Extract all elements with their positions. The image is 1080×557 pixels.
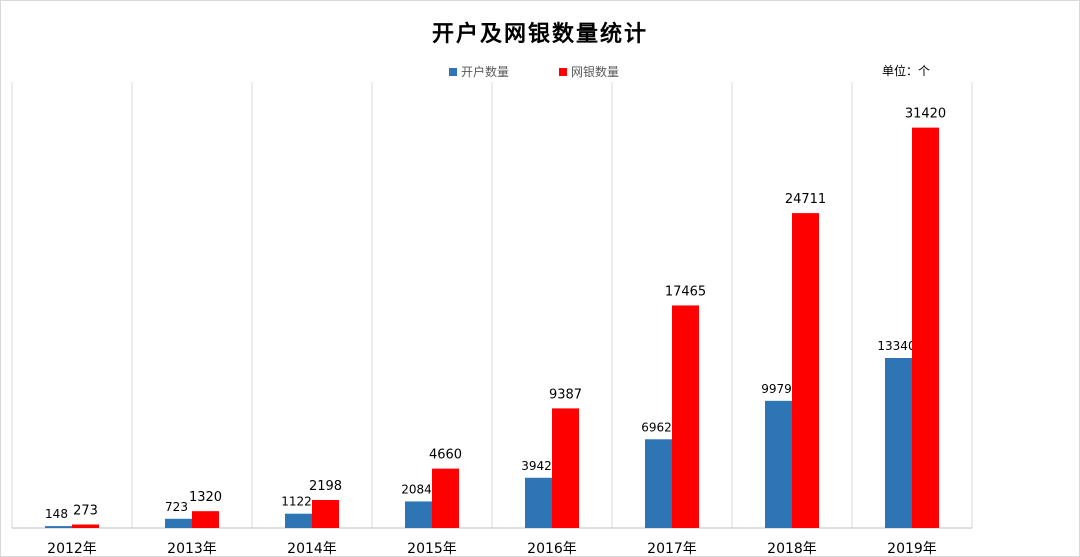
data-label-accounts: 2084 [401, 482, 432, 496]
bar-ebanking [312, 499, 339, 528]
x-tick-label: 2016年 [527, 541, 577, 557]
data-label-accounts: 9979 [761, 382, 792, 396]
bar-accounts [285, 513, 312, 528]
x-tick-label: 2019年 [887, 541, 937, 557]
bar-accounts [525, 477, 552, 528]
x-tick-label: 2018年 [767, 541, 817, 557]
bar-ebanking [672, 305, 699, 528]
legend-label-accounts: 开户数量 [461, 65, 510, 79]
bar-accounts [885, 358, 912, 528]
x-tick-label: 2013年 [167, 541, 217, 557]
data-label-ebanking: 4660 [429, 448, 462, 463]
bar-ebanking [72, 524, 99, 528]
data-label-ebanking: 17465 [665, 284, 706, 299]
legend-item-ebanking: 网银数量 [559, 63, 619, 80]
legend-swatch-red [559, 68, 567, 76]
bar-accounts [765, 400, 792, 528]
bar-ebanking [792, 213, 819, 528]
unit-label: 单位：个 [882, 64, 931, 78]
data-label-accounts: 148 [45, 507, 68, 521]
data-label-accounts: 6962 [641, 420, 672, 434]
chart-title: 开户及网银数量统计 [431, 21, 648, 47]
data-label-accounts: 3942 [521, 459, 552, 473]
legend-label-ebanking: 网银数量 [571, 65, 620, 79]
data-label-accounts: 723 [165, 500, 188, 514]
data-label-ebanking: 9387 [549, 387, 582, 402]
bar-accounts [165, 518, 192, 528]
bar-ebanking [432, 468, 459, 528]
x-tick-label: 2017年 [647, 541, 697, 557]
data-label-ebanking: 273 [73, 504, 98, 519]
data-label-ebanking: 31420 [905, 107, 946, 122]
bar-accounts [45, 526, 72, 528]
bar-accounts [405, 501, 432, 528]
data-label-ebanking: 24711 [785, 192, 826, 207]
x-tick-label: 2015年 [407, 541, 457, 557]
x-tick-label: 2014年 [287, 541, 337, 557]
data-label-accounts: 1122 [281, 495, 312, 509]
legend-item-accounts: 开户数量 [449, 63, 509, 80]
bar-accounts [645, 439, 672, 528]
bar-ebanking [192, 511, 219, 528]
bar-ebanking [912, 127, 939, 528]
data-label-ebanking: 1320 [189, 490, 222, 505]
bar-ebanking [552, 408, 579, 528]
x-tick-label: 2012年 [47, 541, 97, 557]
legend-swatch-blue [449, 68, 457, 76]
data-label-accounts: 13340 [877, 339, 915, 353]
data-label-ebanking: 2198 [309, 479, 342, 494]
